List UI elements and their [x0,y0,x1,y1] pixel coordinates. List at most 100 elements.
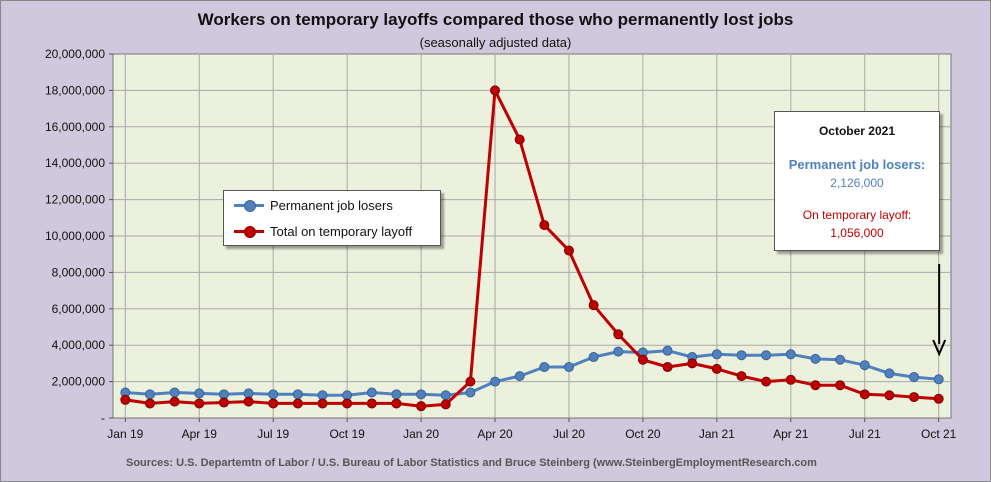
data-point-perm [588,352,599,363]
data-point-temp [761,376,772,387]
data-point-perm [835,354,846,365]
data-point-perm [785,349,796,360]
data-point-perm [194,388,205,399]
source-note: Sources: U.S. Departemtn of Labor / U.S.… [126,457,817,469]
data-point-perm [144,389,155,400]
data-point-perm [490,376,501,387]
callout-arrow-head [932,339,947,357]
series-line-temp [125,88,939,408]
data-point-temp [194,398,205,409]
x-tick-label: Jul 19 [257,427,289,441]
data-point-temp [637,354,648,365]
data-point-perm [317,390,328,401]
data-point-perm [736,350,747,361]
x-tick-label: Jan 20 [403,427,439,441]
y-tick-label: 6,000,000 [52,302,106,316]
data-point-temp [859,389,870,400]
data-point-temp [884,390,895,401]
data-point-perm [909,372,920,383]
callout-perm-value: 2,126,000 [830,176,884,190]
data-point-temp [268,398,279,409]
data-point-temp [514,134,525,145]
data-point-temp [588,300,599,311]
data-point-temp [243,396,254,407]
legend-item-permanent: Permanent job losers [234,196,393,214]
data-point-temp [909,392,920,403]
legend-swatch-permanent [234,196,264,214]
data-point-temp [539,220,550,231]
data-point-perm [884,368,895,379]
data-point-perm [859,360,870,371]
data-point-perm [416,389,427,400]
y-tick-label: - [101,411,105,425]
data-point-perm [465,387,476,398]
data-point-perm [933,374,944,385]
x-tick-label: Oct 21 [921,427,957,441]
data-point-perm [539,362,550,373]
data-point-temp [391,398,402,409]
data-point-temp [933,393,944,404]
data-point-temp [835,380,846,391]
data-point-temp [687,358,698,369]
legend-item-temporary: Total on temporary layoff [234,222,412,240]
data-point-perm [440,390,451,401]
data-point-temp [465,376,476,387]
data-point-perm [292,389,303,400]
callout-temp-value: 1,056,000 [830,226,884,240]
data-point-temp [416,401,427,412]
data-point-perm [169,387,180,398]
legend-label-permanent: Permanent job losers [270,197,393,213]
y-tick-label: 10,000,000 [45,229,105,243]
chart-subtitle: (seasonally adjusted data) [419,35,572,50]
x-tick-label: Jan 19 [107,427,143,441]
y-tick-label: 4,000,000 [52,338,106,352]
data-point-perm [563,362,574,373]
data-point-perm [218,389,229,400]
data-point-temp [613,329,624,340]
x-tick-label: Apr 21 [773,427,809,441]
data-point-perm [761,350,772,361]
data-point-temp [144,398,155,409]
data-point-temp [366,398,377,409]
x-tick-label: Apr 19 [182,427,218,441]
legend-label-temporary: Total on temporary layoff [270,223,413,239]
data-point-temp [218,397,229,408]
x-tick-label: Jul 20 [553,427,585,441]
callout-perm-label: Permanent job losers: [788,157,926,172]
data-point-perm [514,371,525,382]
data-point-perm [268,389,279,400]
y-tick-label: 16,000,000 [45,120,105,134]
data-point-perm [711,349,722,360]
october-2021-callout: October 2021 Permanent job losers: 2,126… [774,111,940,251]
x-tick-label: Oct 19 [329,427,365,441]
y-tick-label: 8,000,000 [52,265,106,279]
x-tick-label: Apr 20 [477,427,513,441]
data-point-perm [243,388,254,399]
chart-legend: Permanent job losers Total on temporary … [223,190,441,246]
data-point-perm [810,353,821,364]
data-point-perm [613,346,624,357]
data-point-temp [662,362,673,373]
callout-heading: October 2021 [818,124,896,138]
data-point-temp [785,374,796,385]
data-point-temp [440,399,451,410]
data-point-temp [120,394,131,405]
y-tick-label: 2,000,000 [52,375,106,389]
y-tick-label: 12,000,000 [45,193,105,207]
chart-title: Workers on temporary layoffs compared th… [197,10,794,29]
data-point-perm [366,387,377,398]
x-tick-label: Oct 20 [625,427,661,441]
callout-temp-label: On temporary layoff: [802,208,912,222]
y-tick-label: 20,000,000 [45,47,105,61]
data-point-temp [810,380,821,391]
y-tick-label: 14,000,000 [45,156,105,170]
data-point-temp [342,398,353,409]
data-point-perm [662,345,673,356]
data-point-perm [342,390,353,401]
data-point-temp [292,398,303,409]
data-point-temp [711,363,722,374]
data-point-temp [490,85,501,96]
legend-swatch-temporary [234,222,264,240]
x-tick-label: Jan 21 [699,427,735,441]
series-line-perm [125,349,939,397]
